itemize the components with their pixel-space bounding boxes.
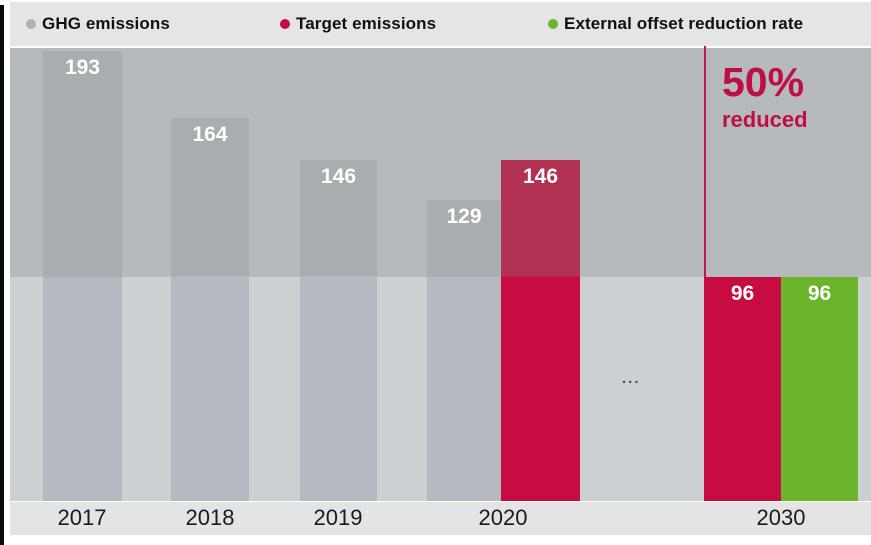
- x-axis-label-2017: 2017: [57, 505, 107, 530]
- ghg-legend-dot-icon: [26, 19, 36, 29]
- offset-legend-dot-icon: [548, 19, 558, 29]
- bar-2020-target: 146: [501, 160, 580, 501]
- reduction-word-text: reduced: [722, 107, 808, 132]
- target-reference-line: [704, 46, 706, 277]
- target-legend-dot-icon: [280, 19, 290, 29]
- bar-value-label: 193: [64, 55, 101, 79]
- bar-2030-offset: 96: [781, 277, 858, 501]
- bar-2030-target: 96: [704, 277, 781, 501]
- bar-value-label: 96: [730, 282, 755, 305]
- x-axis: 2017 2018 2019 2020 2030: [10, 502, 871, 535]
- x-axis-label-2020: 2020: [478, 505, 528, 530]
- x-axis-label-2030: 2030: [756, 505, 806, 530]
- bar-2017-ghg: 193: [43, 50, 122, 501]
- bar-2020-ghg: 129: [427, 200, 501, 501]
- legend-label: External offset reduction rate: [564, 14, 804, 33]
- x-axis-label-2019: 2019: [313, 505, 363, 530]
- bar-value-label: 146: [320, 165, 357, 189]
- reduction-percent-text: 50%: [722, 59, 805, 105]
- x-axis-label-2018: 2018: [185, 505, 235, 530]
- years-ellipsis: ...: [622, 370, 641, 387]
- legend-label: GHG emissions: [42, 14, 170, 33]
- plot-area: 50% reduced ... 193 164 146 129 146 96 96: [10, 46, 871, 501]
- bar-2018-ghg: 164: [171, 118, 249, 501]
- bar-value-label: 164: [192, 123, 228, 147]
- reduction-annotation: 50% reduced: [722, 62, 808, 133]
- bar-value-label: 146: [522, 165, 559, 189]
- legend-item-ghg: GHG emissions: [26, 2, 170, 46]
- legend-item-target: Target emissions: [280, 2, 436, 46]
- bar-value-label: 96: [807, 282, 832, 305]
- left-black-edge: [0, 5, 4, 545]
- bar-2019-ghg: 146: [300, 160, 377, 501]
- legend: GHG emissions Target emissions External …: [10, 2, 871, 46]
- bar-value-label: 129: [446, 205, 482, 228]
- legend-item-offset: External offset reduction rate: [548, 2, 803, 46]
- legend-label: Target emissions: [296, 14, 437, 33]
